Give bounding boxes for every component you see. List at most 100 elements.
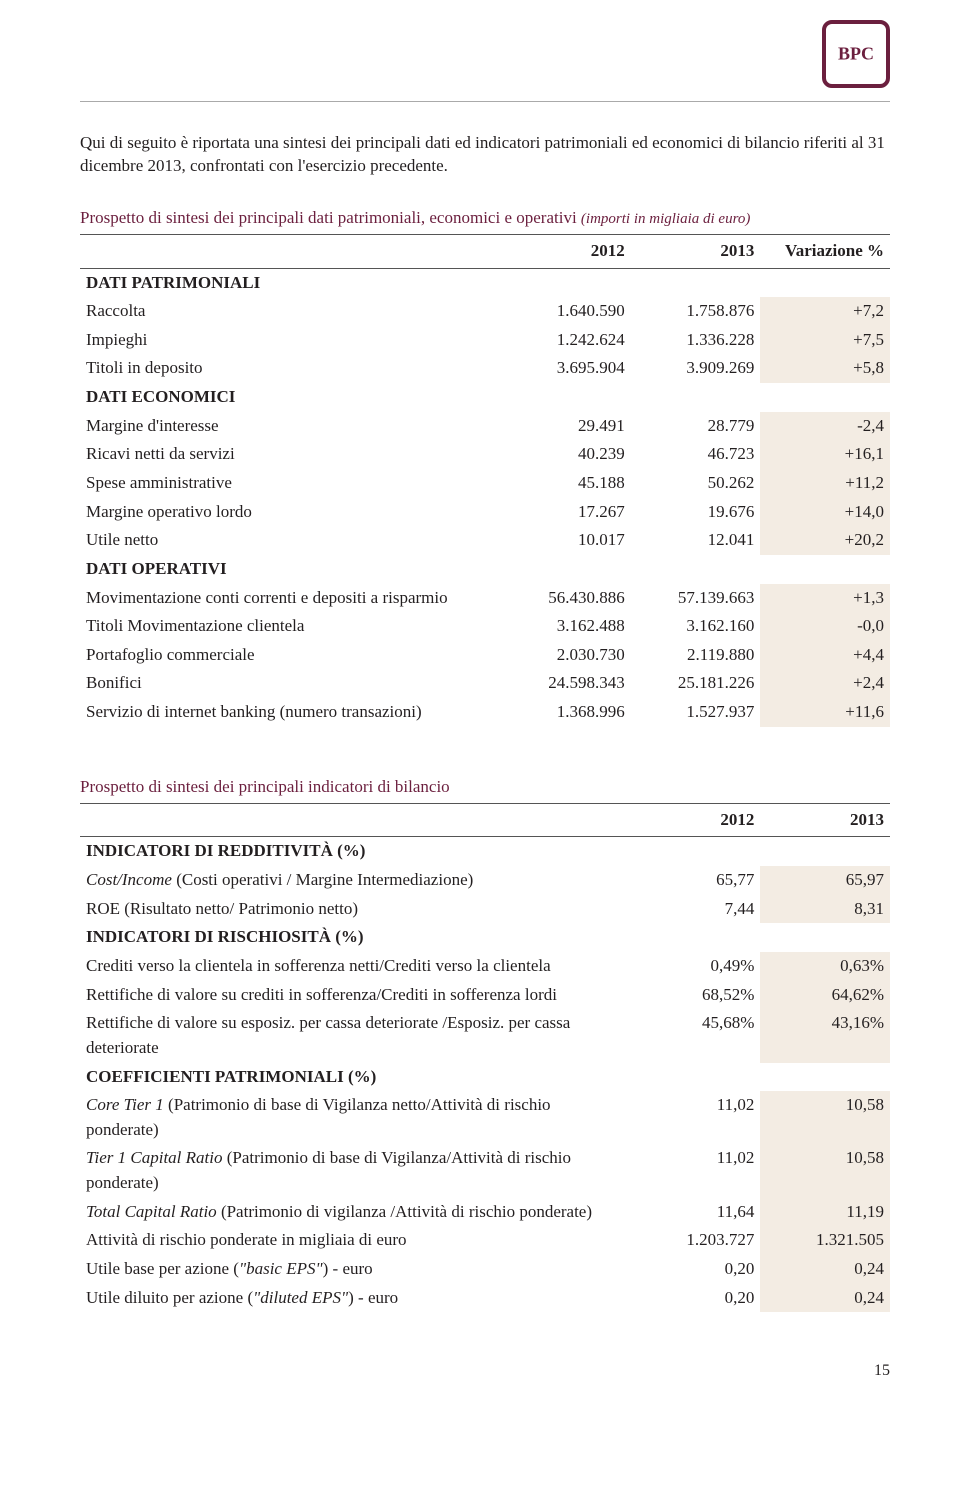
row-label: Portafoglio commerciale xyxy=(80,641,501,670)
row-variation: +2,4 xyxy=(760,669,890,698)
intro-paragraph: Qui di seguito è riportata una sintesi d… xyxy=(80,132,890,178)
row-2012: 68,52% xyxy=(631,981,761,1010)
row-2013: 12.041 xyxy=(631,526,761,555)
table-row: Crediti verso la clientela in sofferenza… xyxy=(80,952,890,981)
row-2012: 11,64 xyxy=(631,1198,761,1227)
table-row: Spese amministrative45.18850.262+11,2 xyxy=(80,469,890,498)
row-2012: 11,02 xyxy=(631,1144,761,1197)
row-2013: 19.676 xyxy=(631,498,761,527)
row-label: Movimentazione conti correnti e depositi… xyxy=(80,584,501,613)
table1: 2012 2013 Variazione % DATI PATRIMONIALI… xyxy=(80,234,890,727)
row-2012: 45,68% xyxy=(631,1009,761,1062)
row-2013: 1.336.228 xyxy=(631,326,761,355)
row-2012: 11,02 xyxy=(631,1091,761,1144)
table-row: Ricavi netti da servizi40.23946.723+16,1 xyxy=(80,440,890,469)
row-2013: 1.321.505 xyxy=(760,1226,890,1255)
row-variation: -0,0 xyxy=(760,612,890,641)
table-row: Cost/Income (Costi operativi / Margine I… xyxy=(80,866,890,895)
table-row: Servizio di internet banking (numero tra… xyxy=(80,698,890,727)
row-2013: 10,58 xyxy=(760,1091,890,1144)
table-row: Core Tier 1 (Patrimonio di base di Vigil… xyxy=(80,1091,890,1144)
row-label: Tier 1 Capital Ratio (Patrimonio di base… xyxy=(80,1144,631,1197)
row-label: Crediti verso la clientela in sofferenza… xyxy=(80,952,631,981)
row-2012: 7,44 xyxy=(631,895,761,924)
row-2012: 2.030.730 xyxy=(501,641,631,670)
table1-hdr-2012: 2012 xyxy=(501,234,631,268)
row-2013: 10,58 xyxy=(760,1144,890,1197)
table-row: Portafoglio commerciale2.030.7302.119.88… xyxy=(80,641,890,670)
table2: 2012 2013 INDICATORI DI REDDITIVITÀ (%)C… xyxy=(80,803,890,1313)
table-row: Titoli in deposito3.695.9043.909.269+5,8 xyxy=(80,354,890,383)
row-variation: +5,8 xyxy=(760,354,890,383)
row-variation: +11,2 xyxy=(760,469,890,498)
row-2012: 17.267 xyxy=(501,498,631,527)
row-label: Raccolta xyxy=(80,297,501,326)
row-2012: 3.162.488 xyxy=(501,612,631,641)
row-2012: 56.430.886 xyxy=(501,584,631,613)
table1-section-heading: DATI ECONOMICI xyxy=(80,383,890,412)
table-row: Raccolta1.640.5901.758.876+7,2 xyxy=(80,297,890,326)
row-2013: 64,62% xyxy=(760,981,890,1010)
row-label: Servizio di internet banking (numero tra… xyxy=(80,698,501,727)
table-row: Impieghi1.242.6241.336.228+7,5 xyxy=(80,326,890,355)
table-row: Tier 1 Capital Ratio (Patrimonio di base… xyxy=(80,1144,890,1197)
table1-hdr-empty xyxy=(80,234,501,268)
table2-hdr-2012: 2012 xyxy=(631,803,761,837)
row-label: Spese amministrative xyxy=(80,469,501,498)
row-2012: 1.640.590 xyxy=(501,297,631,326)
row-2012: 10.017 xyxy=(501,526,631,555)
table1-hdr-var: Variazione % xyxy=(760,234,890,268)
logo-icon xyxy=(822,20,890,88)
row-label: Titoli in deposito xyxy=(80,354,501,383)
row-label: Utile base per azione ("basic EPS") - eu… xyxy=(80,1255,631,1284)
row-2013: 8,31 xyxy=(760,895,890,924)
table1-title: Prospetto di sintesi dei principali dati… xyxy=(80,208,890,228)
row-2012: 45.188 xyxy=(501,469,631,498)
table-row: Utile base per azione ("basic EPS") - eu… xyxy=(80,1255,890,1284)
table-row: Titoli Movimentazione clientela3.162.488… xyxy=(80,612,890,641)
row-label: ROE (Risultato netto/ Patrimonio netto) xyxy=(80,895,631,924)
row-2012: 29.491 xyxy=(501,412,631,441)
row-2013: 2.119.880 xyxy=(631,641,761,670)
row-2013: 1.527.937 xyxy=(631,698,761,727)
table1-hdr-2013: 2013 xyxy=(631,234,761,268)
table2-hdr-2013: 2013 xyxy=(760,803,890,837)
row-label: Rettifiche di valore su crediti in soffe… xyxy=(80,981,631,1010)
table1-section-heading: DATI PATRIMONIALI xyxy=(80,268,890,297)
table-row: Utile netto10.01712.041+20,2 xyxy=(80,526,890,555)
page-rule xyxy=(80,101,890,102)
row-2012: 65,77 xyxy=(631,866,761,895)
row-2013: 1.758.876 xyxy=(631,297,761,326)
row-label: Cost/Income (Costi operativi / Margine I… xyxy=(80,866,631,895)
table2-section-heading: INDICATORI DI REDDITIVITÀ (%) xyxy=(80,837,890,866)
row-2012: 0,20 xyxy=(631,1284,761,1313)
page-number: 15 xyxy=(80,1362,890,1380)
row-2013: 25.181.226 xyxy=(631,669,761,698)
row-2013: 3.162.160 xyxy=(631,612,761,641)
row-variation: -2,4 xyxy=(760,412,890,441)
row-variation: +4,4 xyxy=(760,641,890,670)
table2-hdr-empty xyxy=(80,803,631,837)
row-variation: +7,5 xyxy=(760,326,890,355)
row-label: Total Capital Ratio (Patrimonio di vigil… xyxy=(80,1198,631,1227)
table-row: Margine operativo lordo17.26719.676+14,0 xyxy=(80,498,890,527)
row-2012: 1.242.624 xyxy=(501,326,631,355)
row-label: Impieghi xyxy=(80,326,501,355)
row-label: Titoli Movimentazione clientela xyxy=(80,612,501,641)
row-label: Attività di rischio ponderate in migliai… xyxy=(80,1226,631,1255)
table-row: Movimentazione conti correnti e depositi… xyxy=(80,584,890,613)
table1-title-note: (importi in migliaia di euro) xyxy=(581,211,750,227)
row-label: Core Tier 1 (Patrimonio di base di Vigil… xyxy=(80,1091,631,1144)
row-2013: 43,16% xyxy=(760,1009,890,1062)
row-2012: 1.203.727 xyxy=(631,1226,761,1255)
row-2012: 40.239 xyxy=(501,440,631,469)
table-row: Rettifiche di valore su crediti in soffe… xyxy=(80,981,890,1010)
row-2013: 57.139.663 xyxy=(631,584,761,613)
row-label: Margine operativo lordo xyxy=(80,498,501,527)
table2-title: Prospetto di sintesi dei principali indi… xyxy=(80,777,890,797)
row-2013: 0,24 xyxy=(760,1284,890,1313)
table-row: Attività di rischio ponderate in migliai… xyxy=(80,1226,890,1255)
row-2013: 65,97 xyxy=(760,866,890,895)
row-2012: 0,20 xyxy=(631,1255,761,1284)
row-label: Margine d'interesse xyxy=(80,412,501,441)
